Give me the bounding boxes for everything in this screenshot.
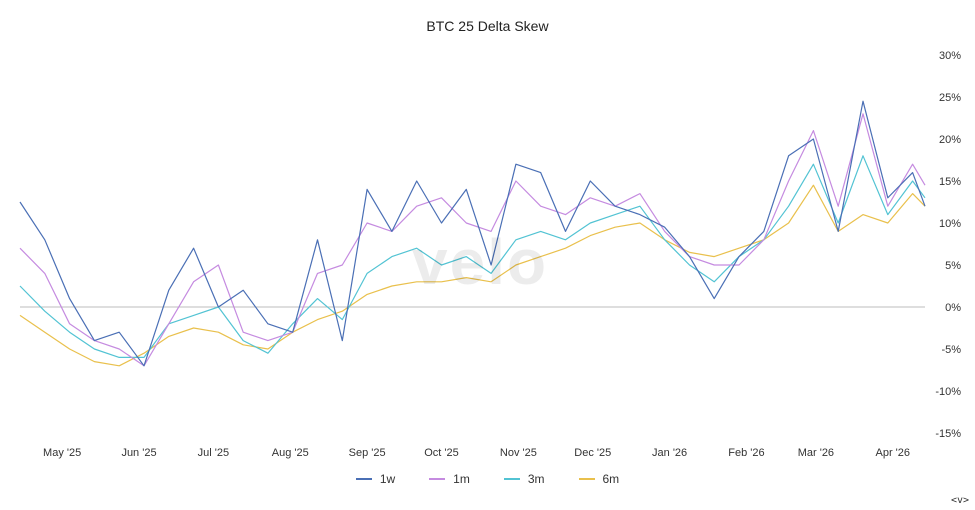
navigator-toggle-icon[interactable]: <v>: [950, 495, 969, 506]
legend-label: 3m: [527, 472, 545, 486]
y-tick-label: 15%: [939, 176, 961, 188]
series-line-1w: [19, 100, 926, 367]
x-tick-label: May '25: [43, 447, 81, 459]
y-tick-label: 5%: [945, 260, 961, 272]
legend-swatch: [503, 478, 520, 480]
y-tick-label: -15%: [935, 428, 961, 440]
chart-title: BTC 25 Delta Skew: [426, 18, 549, 34]
y-tick-label: 30%: [939, 50, 961, 62]
y-tick-label: 0%: [945, 302, 961, 314]
x-tick-label: Dec '25: [574, 447, 611, 459]
y-tick-label: 25%: [939, 92, 961, 104]
x-tick-label: Mar '26: [798, 447, 834, 459]
legend-label: 6m: [602, 472, 620, 486]
legend-item-6m[interactable]: 6m: [578, 472, 620, 486]
legend-swatch: [429, 478, 446, 480]
series-line-6m: [19, 184, 926, 367]
y-tick-label: -10%: [935, 386, 961, 398]
x-tick-label: Jul '25: [198, 447, 229, 459]
x-tick-label: Nov '25: [500, 447, 537, 459]
series-line-3m: [19, 155, 926, 358]
x-tick-label: Apr '26: [876, 447, 911, 459]
x-tick-label: Jan '26: [652, 447, 687, 459]
y-tick-label: 20%: [939, 134, 961, 146]
x-tick-label: Feb '26: [728, 447, 764, 459]
legend-item-3m[interactable]: 3m: [503, 472, 545, 486]
x-tick-label: Oct '25: [424, 447, 459, 459]
watermark-logo: velo: [412, 226, 549, 298]
legend-swatch: [355, 478, 372, 480]
y-tick-label: 10%: [939, 218, 961, 230]
x-tick-label: Aug '25: [272, 447, 309, 459]
legend-item-1m[interactable]: 1m: [429, 472, 470, 486]
legend-label: 1w: [379, 472, 396, 486]
y-tick-label: -5%: [941, 344, 961, 356]
chart-legend: 1w 1m 3m 6m: [0, 472, 975, 486]
x-tick-label: Sep '25: [349, 447, 386, 459]
legend-swatch: [578, 478, 595, 480]
legend-label: 1m: [453, 472, 470, 486]
x-tick-label: Jun '25: [121, 447, 156, 459]
legend-item-1w[interactable]: 1w: [355, 472, 396, 486]
